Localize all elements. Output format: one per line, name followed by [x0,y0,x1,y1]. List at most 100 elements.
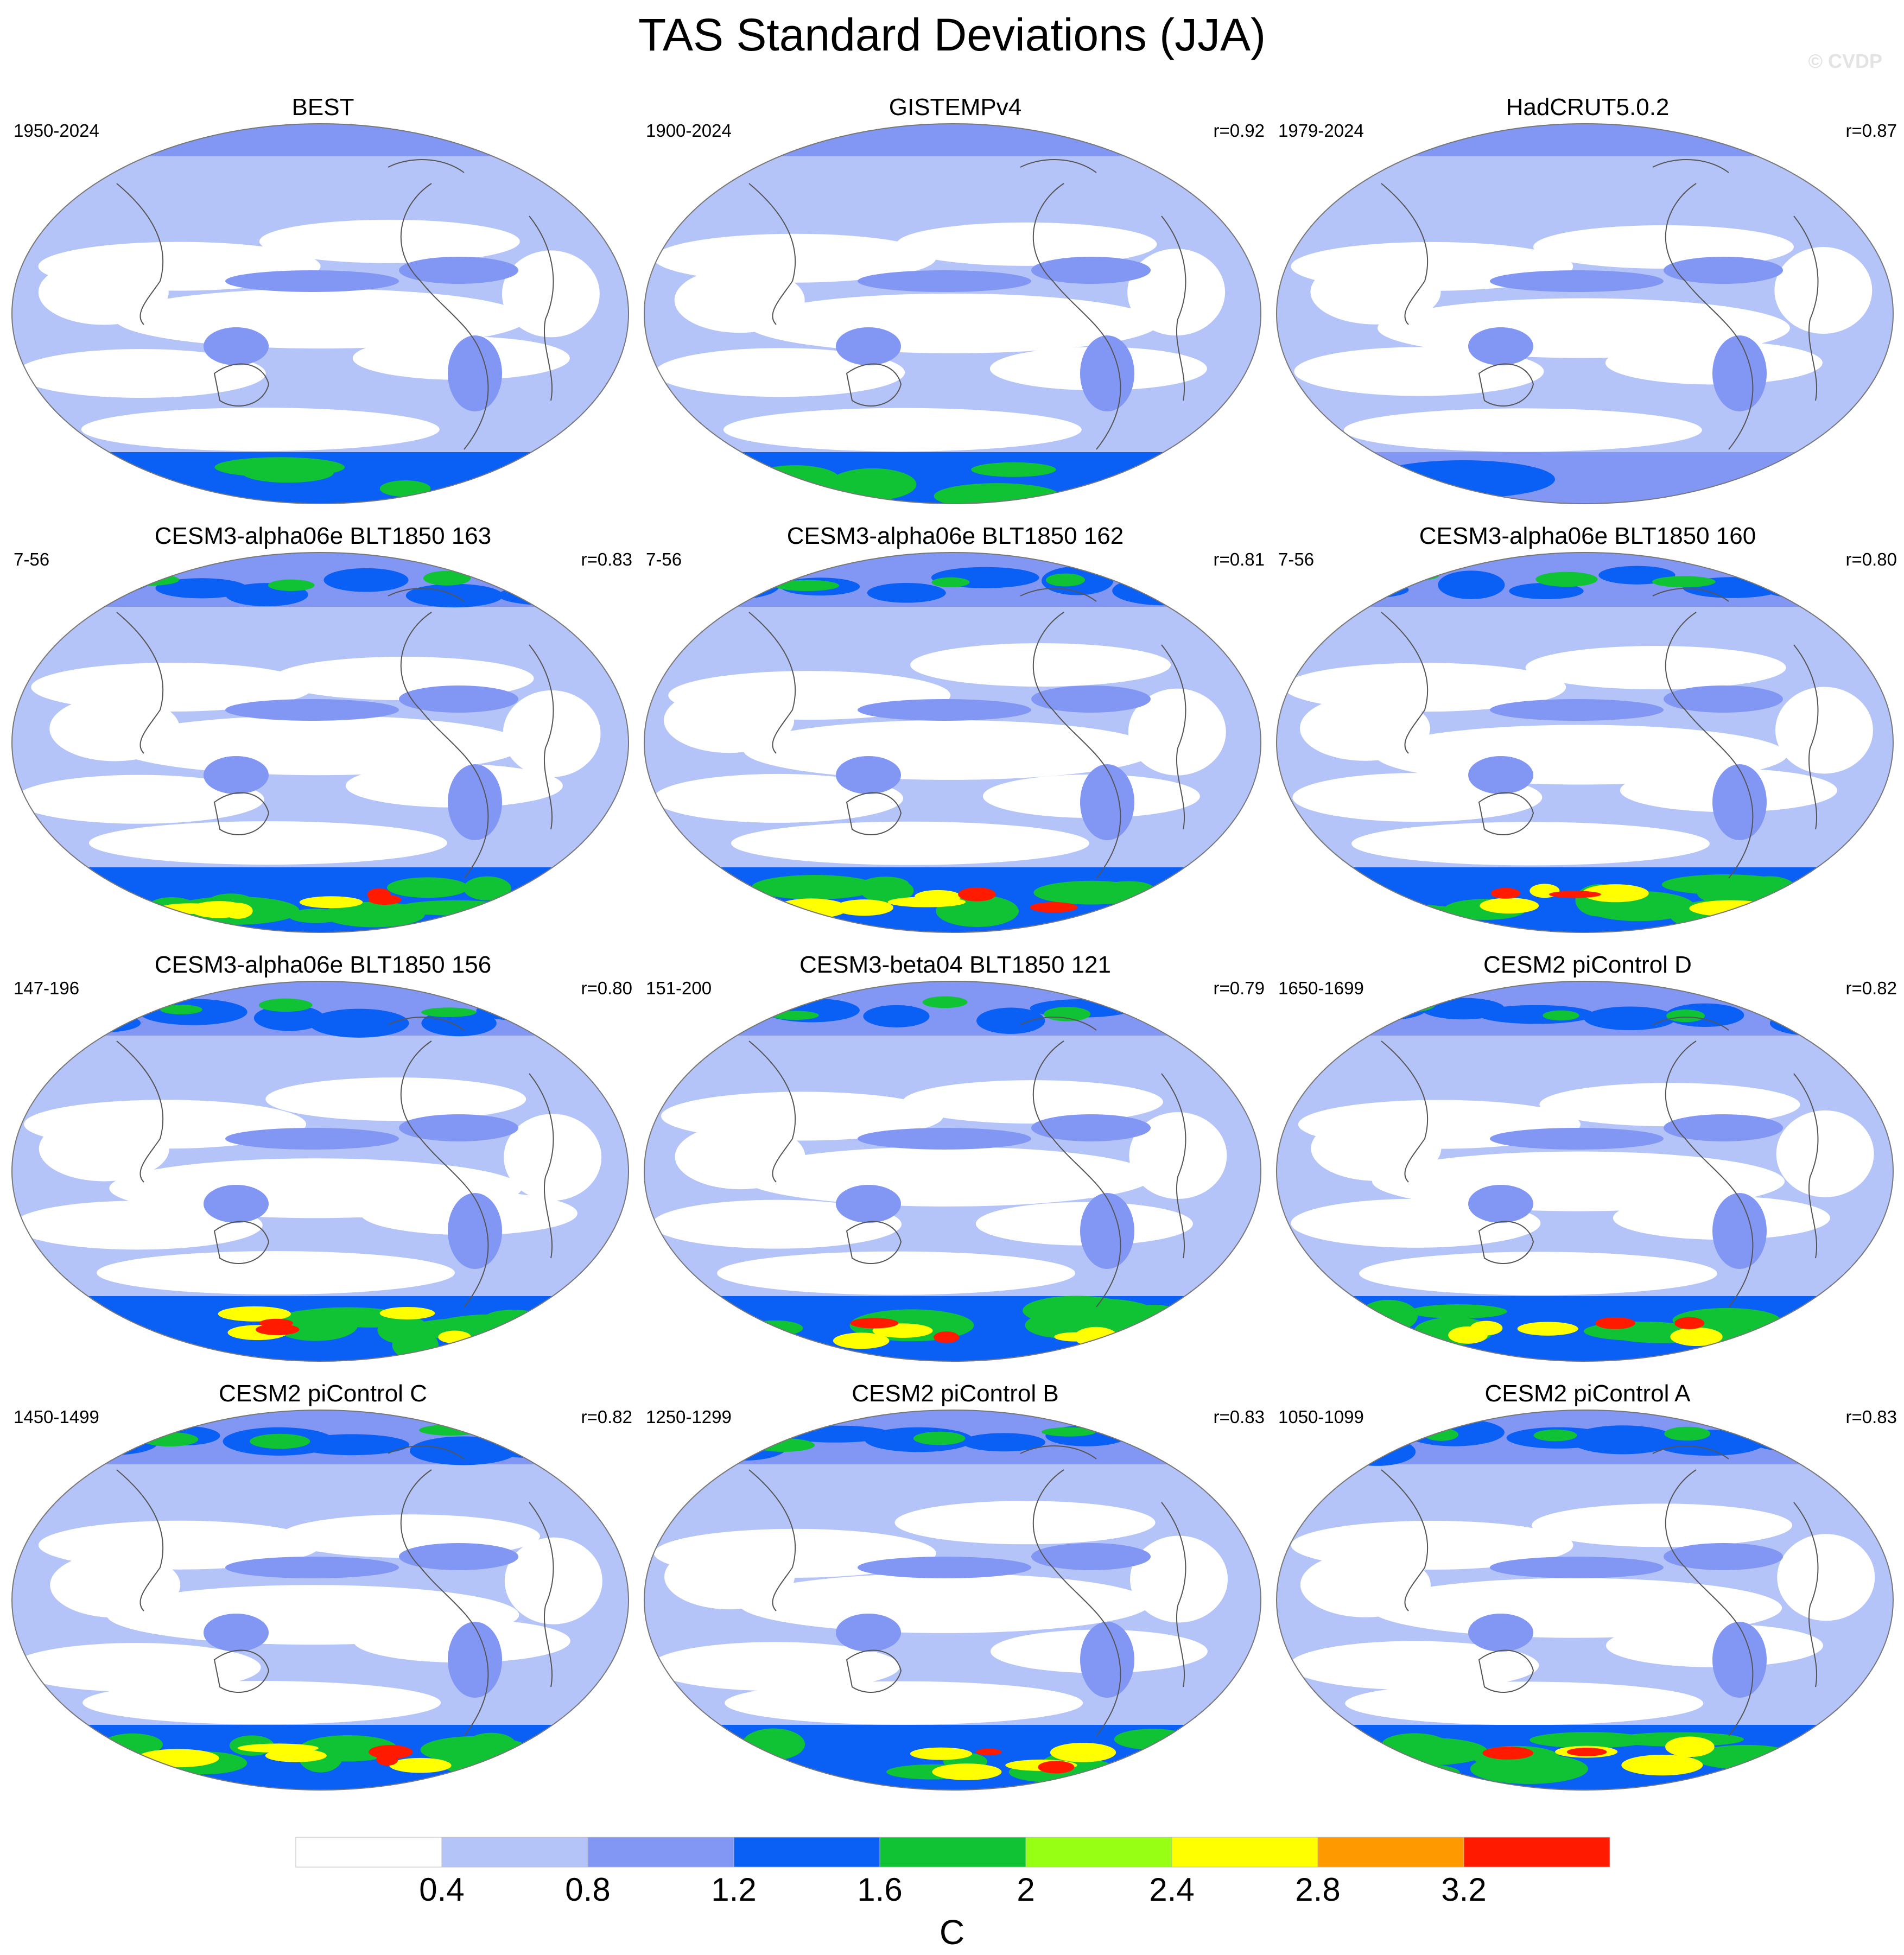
moderate-variability-region [448,1622,502,1698]
antarctic-high-variability [1470,1754,1588,1784]
colorbar-tick-label: 0.8 [565,1871,610,1908]
panel-pattern-correlation: r=0.82 [1845,978,1897,998]
map-plot [11,552,629,933]
panel-period: 151-200 [646,978,712,998]
arctic-peak [1045,573,1086,587]
coastline [116,612,164,754]
low-variability-region [675,1124,805,1190]
map-outline [644,981,1261,1362]
map-panel: CESM3-alpha06e BLT1850 160 7-56 r=0.80 [1273,521,1902,944]
low-variability-region [902,1080,1163,1124]
panel-pattern-correlation: r=0.81 [1213,549,1265,569]
coastline [1020,159,1097,173]
arctic-peak [1652,576,1716,588]
panel-pattern-correlation: r=0.83 [1845,1407,1897,1427]
panel-title: CESM2 piControl C [219,1380,427,1407]
panel-period: 1900-2024 [646,120,732,141]
coastline [748,612,796,754]
map-panel: CESM2 piControl B 1250-1299 r=0.83 [640,1379,1270,1802]
map-outline [11,1410,629,1791]
antarctic-high-variability [1354,1762,1460,1782]
moderate-variability-region [225,1557,399,1578]
antarctic-peak [190,901,248,918]
antarctic-high-variability [861,877,910,893]
panel-pattern-correlation: r=0.83 [581,549,633,569]
antarctic-high-variability [786,490,840,504]
panel-title: GISTEMPv4 [888,94,1022,120]
arctic-peak [1402,569,1439,581]
low-variability-region [1310,259,1441,325]
arctic-peak [1543,1010,1579,1021]
panel-pattern-correlation: r=0.87 [1845,120,1897,141]
coastline [1032,1040,1121,1307]
map-plot [1276,1410,1894,1791]
panel-period: 1979-2024 [1278,120,1364,141]
panel-period: 1950-2024 [14,120,99,141]
moderate-variability-region [1080,1622,1134,1698]
low-variability-region [1351,822,1710,866]
antarctic-peak [1054,1332,1097,1342]
map-plot [11,1410,629,1791]
arctic-peak [268,579,315,591]
antarctic-peak [389,1757,452,1773]
panel-period: 1050-1099 [1278,1407,1364,1427]
panel-pattern-correlation: r=0.92 [1213,120,1265,141]
antarctic-high-variability [828,468,917,500]
low-variability-region [738,1573,1151,1633]
arctic-high-variability [1569,1425,1677,1455]
moderate-variability-region [204,327,269,365]
coastline [388,1445,465,1459]
coastline [388,588,465,602]
arctic-high-variability [962,1433,1046,1452]
low-variability-region [14,775,264,824]
moderate-variability-region [858,1557,1031,1578]
arctic-peak [913,1431,966,1445]
arctic-high-variability [1317,999,1426,1021]
arctic-peak [774,580,840,592]
antarctic-high-variability [1410,1304,1507,1319]
low-variability-region [1300,1552,1431,1617]
antarctic-high-variability [445,1754,567,1779]
low-variability-region [894,1501,1156,1545]
coastline [1161,644,1186,830]
antarctic-max [1490,887,1520,899]
low-variability-region [1369,1578,1782,1638]
moderate-variability-region [1468,756,1533,794]
moderate-variability-region [1080,335,1134,411]
panel-title: CESM3-alpha06e BLT1850 163 [154,523,492,549]
coastline [1381,612,1429,754]
low-variability-region [39,1116,169,1182]
antarctic-max [1038,1761,1075,1774]
arctic-peak [1666,1010,1705,1023]
coastline [529,1073,554,1259]
low-variability-region [82,1681,441,1725]
moderate-variability-region [1468,1614,1533,1652]
moderate-variability-region [1031,685,1151,713]
arctic-high-variability [1123,998,1217,1014]
panel-title: HadCRUT5.0.2 [1506,94,1670,120]
moderate-variability-region [1468,1185,1533,1223]
panel-pattern-correlation: r=0.79 [1213,978,1265,998]
antarctic-high-variability [387,877,469,898]
antarctic-high-variability [486,1310,541,1323]
arctic-peak [772,1011,819,1020]
antarctic-max [259,1318,294,1328]
coastline [116,183,164,325]
coastline [1652,1445,1729,1459]
coastline [1665,183,1754,450]
coastline [1381,183,1429,325]
moderate-variability-region [448,1193,502,1269]
watermark: © CVDP [1808,50,1882,72]
arctic-high-variability [867,583,946,603]
panel-period: 7-56 [14,549,50,569]
map-plot [644,123,1261,504]
arctic-band [12,553,629,607]
antarctic-max [1030,902,1078,913]
map-plot [11,981,629,1362]
coastline [1032,612,1121,879]
moderate-variability-region [399,1543,518,1570]
arctic-peak [160,1005,202,1015]
arctic-peak [1424,1428,1458,1441]
arctic-high-variability [1584,1006,1676,1031]
colorbar-units-label: C [939,1913,965,1952]
